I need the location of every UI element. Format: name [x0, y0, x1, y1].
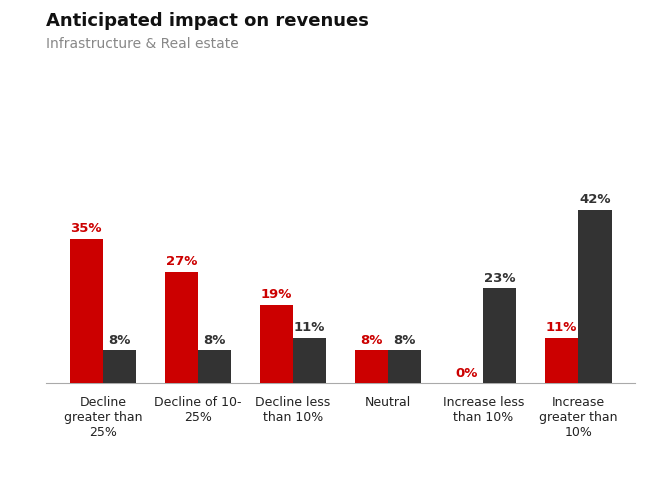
Bar	[578, 210, 612, 383]
Text: 19%: 19%	[261, 288, 292, 301]
Bar	[293, 338, 326, 383]
Text: 8%: 8%	[394, 334, 416, 347]
Bar	[355, 350, 388, 383]
Bar	[198, 350, 231, 383]
Text: 35%: 35%	[71, 222, 102, 235]
Text: 23%: 23%	[484, 272, 515, 285]
Text: 42%: 42%	[579, 193, 610, 206]
Text: Infrastructure & Real estate: Infrastructure & Real estate	[46, 37, 238, 51]
Text: Anticipated impact on revenues: Anticipated impact on revenues	[46, 12, 369, 30]
Bar	[483, 288, 517, 383]
Text: 11%: 11%	[546, 321, 577, 334]
Text: 8%: 8%	[204, 334, 226, 347]
Text: 11%: 11%	[294, 321, 326, 334]
Text: 8%: 8%	[360, 334, 383, 347]
Bar	[260, 304, 293, 383]
Bar	[69, 239, 103, 383]
Text: 8%: 8%	[108, 334, 131, 347]
Bar	[103, 350, 136, 383]
Bar	[388, 350, 421, 383]
Text: 0%: 0%	[455, 367, 477, 380]
Bar	[545, 338, 578, 383]
Text: 27%: 27%	[166, 255, 197, 268]
Bar	[164, 272, 198, 383]
